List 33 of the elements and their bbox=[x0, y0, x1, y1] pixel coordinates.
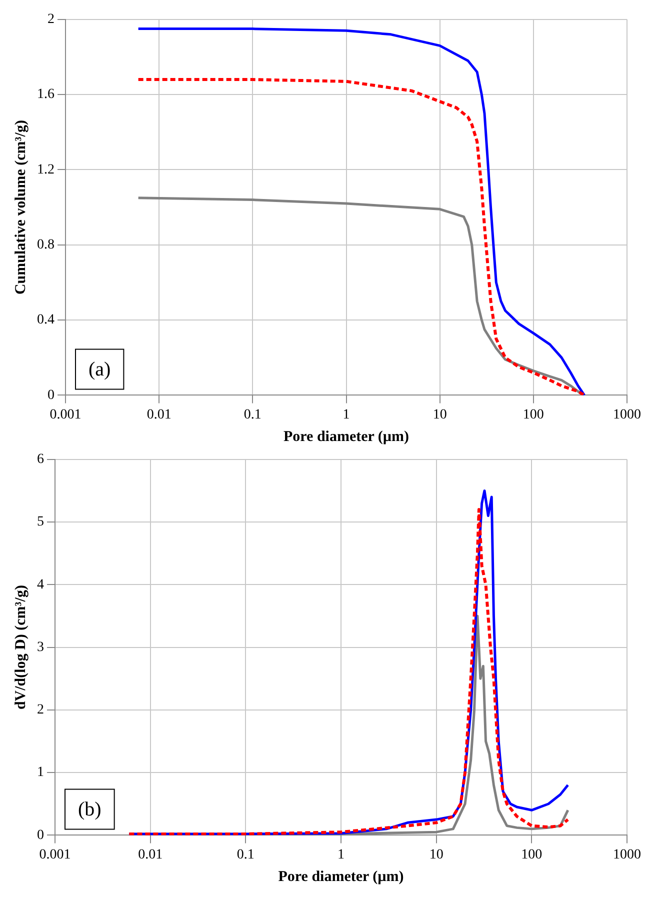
y-tick-label: 4 bbox=[37, 577, 44, 592]
x-axis-title: Pore diameter (µm) bbox=[278, 868, 404, 885]
y-tick-label: 0.4 bbox=[37, 312, 54, 328]
x-tick-label: 0.1 bbox=[244, 407, 262, 422]
y-tick-label: 0 bbox=[48, 388, 54, 403]
annotation: (a) bbox=[88, 358, 111, 380]
x-tick-label: 10 bbox=[429, 847, 444, 862]
x-tick-label: 100 bbox=[521, 847, 542, 862]
x-tick-label: 1 bbox=[338, 847, 344, 862]
y-tick-label: 1 bbox=[37, 765, 44, 780]
x-axis-title: Pore diameter (µm) bbox=[283, 428, 410, 445]
y-tick-label: 3 bbox=[37, 640, 44, 655]
x-tick-label: 1000 bbox=[613, 407, 641, 422]
x-tick-label: 10 bbox=[432, 407, 447, 422]
y-tick-label: 0.8 bbox=[37, 238, 54, 253]
x-tick-label: 0.01 bbox=[138, 847, 163, 862]
y-tick-label: 2 bbox=[37, 702, 44, 718]
x-tick-label: 100 bbox=[522, 407, 544, 422]
x-tick-label: 1000 bbox=[613, 847, 641, 862]
x-tick-label: 1 bbox=[342, 407, 350, 422]
x-tick-label: 0.001 bbox=[50, 407, 82, 422]
annotation: (b) bbox=[78, 798, 102, 820]
y-tick-label: 1.2 bbox=[37, 162, 54, 178]
x-tick-label: 0.001 bbox=[39, 847, 71, 862]
y-tick-label: 5 bbox=[37, 514, 44, 530]
x-tick-label: 0.01 bbox=[146, 407, 172, 422]
y-tick-label: 0 bbox=[37, 828, 44, 843]
y-tick-label: 1.6 bbox=[37, 87, 54, 102]
y-tick-label: 6 bbox=[37, 452, 44, 468]
y-tick-label: 2 bbox=[48, 12, 54, 28]
x-tick-label: 0.1 bbox=[236, 847, 254, 862]
y-axis-title: dV/d(log D) (cm³/g) bbox=[12, 585, 29, 710]
y-axis-title: Cumulative volume (cm³/g) bbox=[12, 120, 29, 295]
